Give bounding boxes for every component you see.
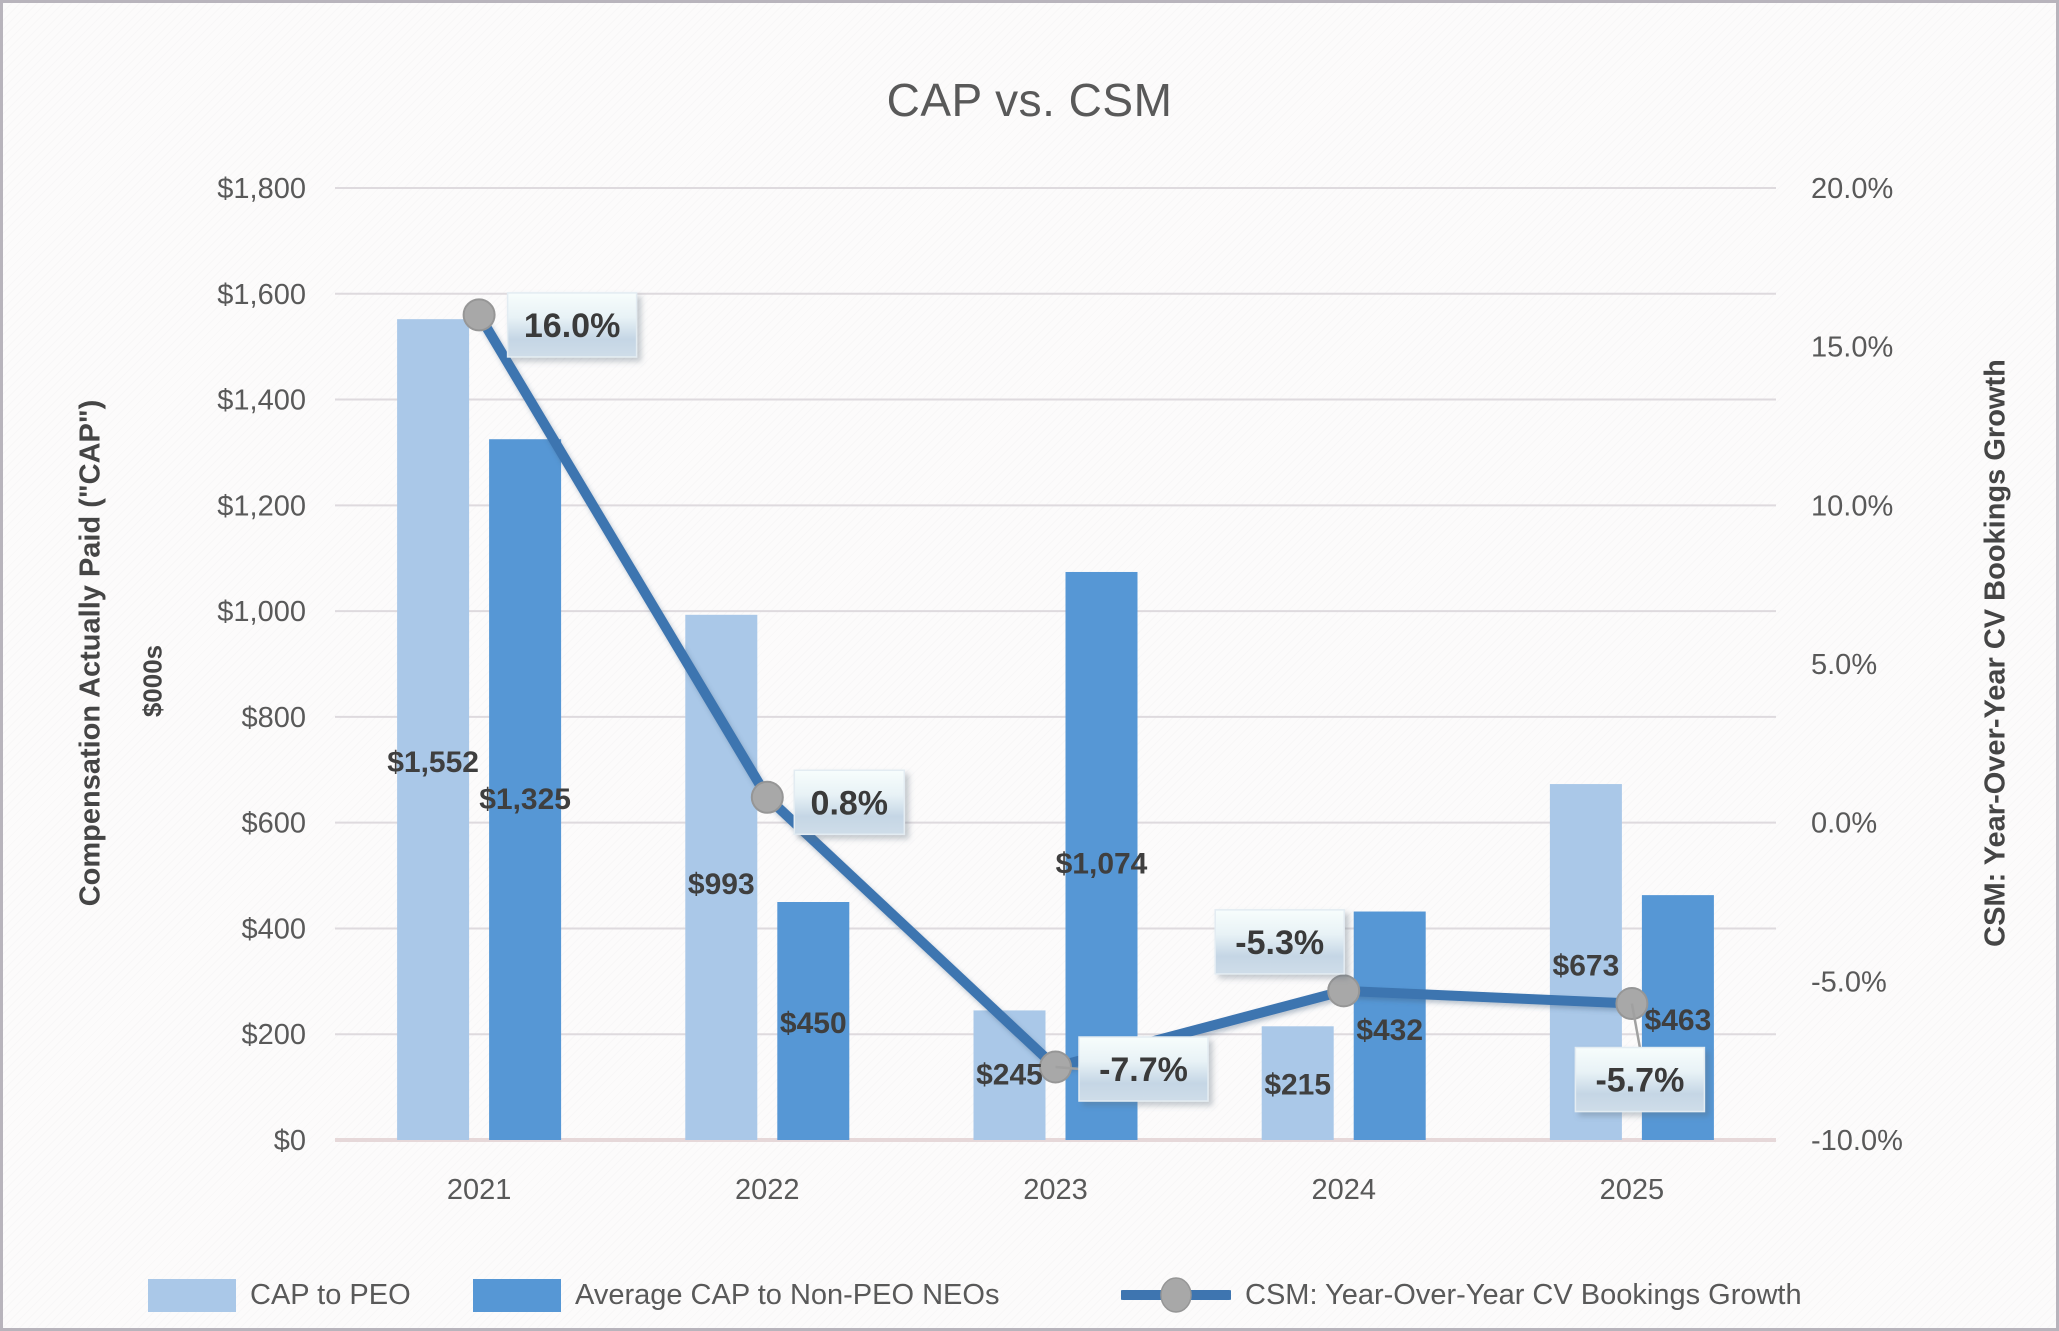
csm-label-2023: -7.7%	[1099, 1051, 1188, 1089]
bar-label-2023: $245	[976, 1058, 1043, 1091]
right-tick-label: 20.0%	[1811, 173, 1893, 205]
csm-label-2021: 16.0%	[524, 307, 620, 345]
left-tick-label: $0	[274, 1125, 306, 1157]
csm-marker-2024	[1327, 974, 1361, 1008]
x-tick-label-2021: 2021	[447, 1174, 512, 1206]
csm-label-box-2025	[1574, 1046, 1706, 1113]
bar-avg-cap-non-peo-2022	[777, 902, 850, 1140]
left-tick-label: $200	[241, 1019, 306, 1051]
legend-label-avg-cap-non-peo: Average CAP to Non-PEO NEOs	[575, 1278, 1000, 1311]
bar-avg-cap-non-peo-2021	[489, 439, 562, 1140]
csm-label-box-2023	[1078, 1036, 1209, 1102]
bar-label-2024: $215	[1264, 1068, 1331, 1101]
bar-label-2021: $1,552	[387, 746, 479, 779]
left-tick-label: $600	[241, 808, 306, 840]
csm-marker-2021	[462, 298, 496, 332]
right-tick-label: -5.0%	[1811, 966, 1887, 998]
right-tick-label: 5.0%	[1811, 649, 1877, 681]
csm-growth-line	[474, 309, 1637, 1073]
bar-label-2025: $463	[1645, 1004, 1712, 1037]
bar-label-2021: $1,325	[479, 783, 571, 816]
chart-legend: CAP to PEO Average CAP to Non-PEO NEOs C…	[3, 1265, 2056, 1325]
legend-item-cap-to-peo: CAP to PEO	[148, 1265, 411, 1325]
csm-label-2022: 0.8%	[811, 784, 889, 822]
legend-line-marker-icon	[1121, 1277, 1231, 1313]
bar-avg-cap-non-peo-2024	[1353, 911, 1426, 1140]
csm-label-box-2024	[1214, 909, 1345, 975]
legend-item-csm-line: CSM: Year-Over-Year CV Bookings Growth	[1121, 1265, 1802, 1325]
csm-label-box-2022	[793, 769, 906, 836]
csm-label-2024: -5.3%	[1235, 924, 1324, 962]
legend-label-csm-line: CSM: Year-Over-Year CV Bookings Growth	[1245, 1278, 1802, 1311]
right-tick-label: 0.0%	[1811, 808, 1877, 840]
legend-label-cap-to-peo: CAP to PEO	[250, 1278, 411, 1311]
legend-item-avg-cap-non-peo: Average CAP to Non-PEO NEOs	[473, 1265, 999, 1325]
left-tick-label: $1,400	[217, 385, 306, 417]
x-tick-label-2023: 2023	[1023, 1174, 1088, 1206]
x-tick-label-2024: 2024	[1311, 1174, 1376, 1206]
label-leader-line	[1630, 1003, 1642, 1048]
right-tick-label: 15.0%	[1811, 332, 1893, 364]
bar-cap-to-peo-2024	[1261, 1026, 1334, 1140]
legend-swatch-avg-cap-non-peo	[473, 1278, 561, 1312]
bar-cap-to-peo-2021	[397, 319, 470, 1141]
csm-label-box-2021	[506, 292, 638, 358]
bar-label-2022: $450	[780, 1007, 847, 1040]
left-tick-label: $400	[241, 913, 306, 945]
legend-swatch-cap-to-peo	[148, 1278, 236, 1312]
right-tick-label: -10.0%	[1811, 1125, 1903, 1157]
x-tick-label-2022: 2022	[735, 1174, 800, 1206]
label-leader-line	[1055, 1065, 1080, 1071]
left-tick-label: $1,800	[217, 173, 306, 205]
left-tick-label: $1,200	[217, 490, 306, 522]
left-tick-label: $800	[241, 702, 306, 734]
left-tick-label: $1,600	[217, 279, 306, 311]
bar-cap-to-peo-2023	[973, 1010, 1046, 1140]
right-tick-label: 10.0%	[1811, 490, 1893, 522]
x-tick-label-2025: 2025	[1600, 1174, 1665, 1206]
csm-marker-2022	[750, 780, 784, 814]
plot-area: $1,552 $993 $245 $215 $673 $1,325 $450 $1,074 $4…	[217, 173, 1903, 1206]
left-tick-label: $1,000	[217, 596, 306, 628]
chart-title: CAP vs. CSM	[886, 74, 1173, 126]
bar-label-2022: $993	[688, 868, 755, 901]
bar-label-2025: $673	[1553, 949, 1620, 982]
bar-label-2024: $432	[1356, 1014, 1423, 1047]
bar-label-2023: $1,074	[1056, 847, 1148, 880]
bar-cap-to-peo-2022	[685, 614, 758, 1140]
csm-label-2025: -5.7%	[1595, 1062, 1684, 1100]
